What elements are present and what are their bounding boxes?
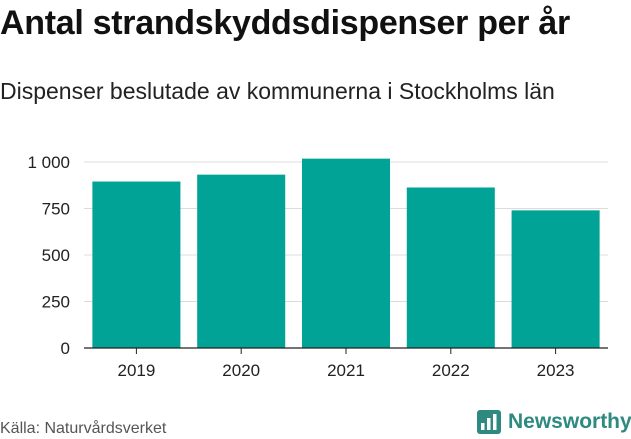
y-tick-label: 250 <box>42 293 70 312</box>
x-tick-label: 2022 <box>432 361 470 380</box>
bar-2023 <box>511 210 600 348</box>
y-tick-label: 500 <box>42 246 70 265</box>
y-tick-label: 0 <box>61 339 70 358</box>
y-tick-label: 1 000 <box>27 153 70 172</box>
x-axis-tick-labels: 2019 2020 2021 2022 2023 <box>117 361 574 380</box>
x-tick-label: 2020 <box>222 361 260 380</box>
x-tick-label: 2023 <box>537 361 575 380</box>
chart-subtitle: Dispenser beslutade av kommunerna i Stoc… <box>0 78 555 104</box>
bar-2019 <box>92 181 181 348</box>
bar-2021 <box>301 158 391 348</box>
bars <box>92 158 600 348</box>
y-tick-label: 750 <box>42 200 70 219</box>
bar-2022 <box>406 187 495 348</box>
brand-logo: Newsworthy <box>476 409 631 435</box>
bar-2020 <box>197 174 286 348</box>
x-axis <box>84 347 608 354</box>
x-tick-label: 2021 <box>327 361 365 380</box>
x-tick-label: 2019 <box>117 361 155 380</box>
brand-name: Newsworthy <box>508 410 631 433</box>
chart-title: Antal strandskyddsdispenser per år <box>0 4 570 42</box>
y-axis-tick-labels: 0 250 500 750 1 000 <box>27 153 70 358</box>
source-note: Källa: Naturvårdsverket <box>0 420 167 437</box>
bar-chart-icon <box>477 410 501 434</box>
